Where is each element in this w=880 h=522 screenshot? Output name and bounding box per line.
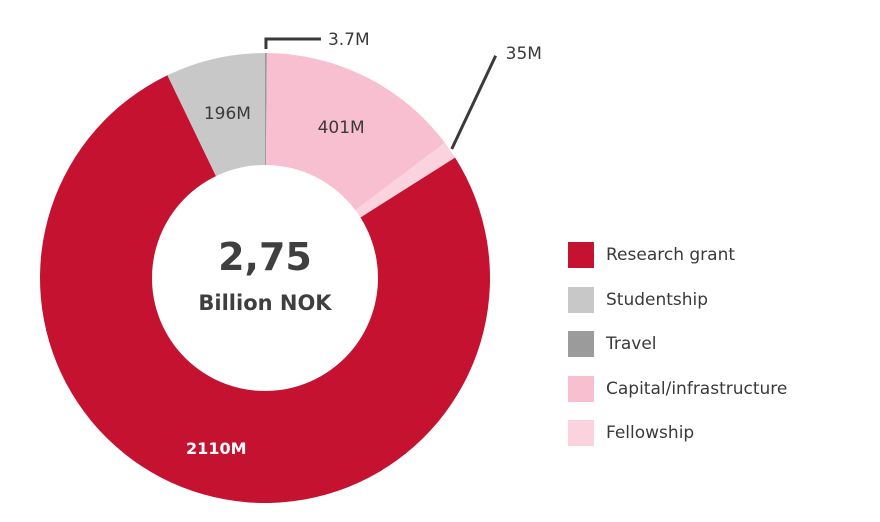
chart-legend: Research grant Studentship Travel Capital/i… [568,233,868,456]
callout-label-travel: 3.7M [328,30,370,50]
slice-label-studentship: 196M [204,104,251,124]
legend-swatch-studentship [568,286,594,313]
slices-layer [39,53,491,504]
center-total-unit: Billion NOK [198,291,332,315]
legend-swatch-travel [568,331,594,358]
callout-line-fellowship [450,55,498,150]
legend-label-travel: Travel [606,334,657,355]
legend-swatch-research-grant [568,242,594,269]
legend-swatch-capital-infrastructure [568,375,594,402]
legend-label-studentship: Studentship [606,289,709,310]
callout-label-fellowship: 35M [506,44,542,64]
slice-research-grant [39,75,491,504]
slice-fellowship [355,142,456,218]
slice-label-research-grant: 2110M [186,439,246,458]
callout-line-travel [264,37,321,50]
slice-label-capital-infrastructure: 401M [318,118,365,138]
slice-capital-infrastructure [265,53,445,211]
center-total-value: 2,75 [218,235,312,279]
labels-layer: 401M 2110M 196M [186,104,365,458]
legend-label-capital-infrastructure: Capital/infrastructure [606,378,788,399]
slice-studentship [167,53,265,177]
legend-item-capital-infrastructure: Capital/infrastructure [568,367,868,412]
legend-item-studentship: Studentship [568,278,868,323]
legend-label-research-grant: Research grant [606,245,736,266]
legend-swatch-fellowship [568,420,594,447]
callouts-layer: 3.7M 35M [264,30,542,150]
slice-travel [265,53,267,166]
legend-label-fellowship: Fellowship [606,423,695,444]
legend-item-travel: Travel [568,322,868,367]
legend-item-research-grant: Research grant [568,233,868,278]
legend-item-fellowship: Fellowship [568,411,868,456]
